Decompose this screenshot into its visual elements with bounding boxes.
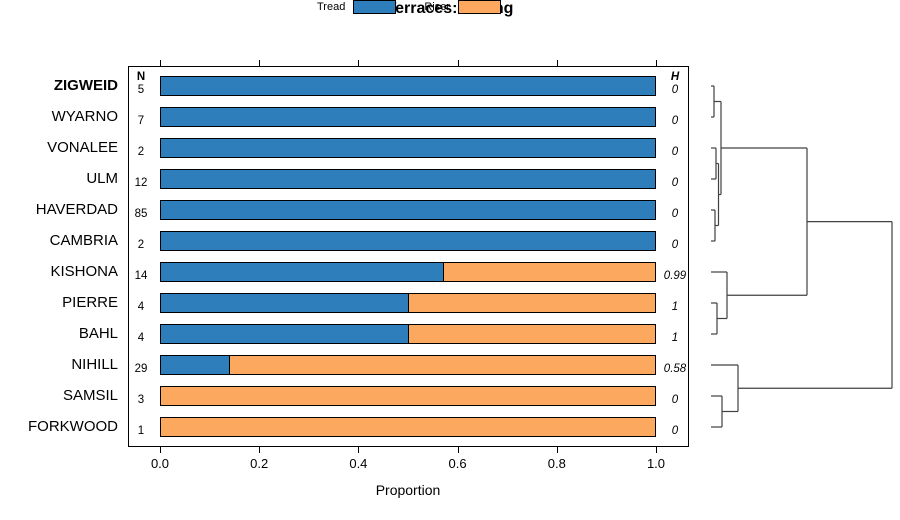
x-axis-tick	[160, 447, 161, 453]
h-value: 0	[671, 239, 679, 251]
bar	[160, 293, 656, 313]
row-label: ZIGWEID	[53, 77, 118, 94]
x-axis-tick-top	[556, 60, 558, 66]
row-label: CAMBRIA	[49, 232, 118, 249]
bar	[160, 262, 656, 282]
bar-segment-riser	[443, 263, 655, 281]
bar	[160, 138, 656, 158]
h-value: 0	[671, 146, 679, 158]
legend-label-tread: Tread	[317, 1, 346, 13]
bar-segment-tread	[161, 356, 230, 374]
bar-segment-tread	[161, 325, 408, 343]
h-value: 0	[671, 115, 679, 127]
h-value: 0	[671, 425, 679, 437]
h-value: 0	[671, 208, 679, 220]
bar	[160, 355, 656, 375]
n-value: 1	[137, 425, 145, 437]
n-value: 4	[137, 332, 145, 344]
row-label: HAVERDAD	[35, 201, 118, 218]
x-axis-tick-top	[259, 60, 261, 66]
bar-segment-tread	[161, 263, 444, 281]
row-label: BAHL	[78, 325, 118, 342]
row-label: NIHILL	[71, 356, 118, 373]
dendrogram	[711, 85, 893, 428]
x-axis-tick-top	[358, 60, 360, 66]
row-label: FORKWOOD	[28, 418, 118, 435]
n-value: 29	[134, 363, 148, 375]
x-axis-tick	[358, 447, 360, 453]
bar	[160, 76, 656, 96]
bar	[160, 324, 656, 344]
x-axis-tick-top	[160, 60, 161, 66]
h-column-header: H	[670, 71, 680, 83]
bar-segment-tread	[161, 139, 655, 157]
bar-segment-riser	[161, 387, 655, 405]
h-value: 0.99	[663, 270, 687, 282]
h-value: 1	[671, 301, 679, 313]
bar-segment-riser	[408, 325, 655, 343]
legend-swatch-tread	[353, 0, 397, 14]
h-value: 0	[671, 394, 679, 406]
x-axis-tick	[556, 447, 558, 453]
bar-segment-tread	[161, 294, 408, 312]
x-axis-tick	[457, 447, 459, 453]
bar-segment-tread	[161, 108, 655, 126]
bar	[160, 417, 656, 437]
h-value: 0.58	[663, 363, 687, 375]
legend: Tread Riser	[0, 0, 818, 14]
x-axis-tick-label: 0.4	[349, 456, 368, 471]
bar-segment-tread	[161, 170, 655, 188]
x-axis-title: Proportion	[375, 482, 441, 498]
bar-segment-tread	[161, 77, 655, 95]
bar	[160, 169, 656, 189]
row-label: WYARNO	[51, 108, 118, 125]
n-value: 7	[137, 115, 145, 127]
x-axis-tick	[259, 447, 261, 453]
n-value: 12	[134, 177, 148, 189]
x-axis-tick-label: 1.0	[646, 456, 666, 471]
bar-segment-riser	[229, 356, 655, 374]
bar-segment-tread	[161, 232, 655, 250]
x-axis-tick-label: 0.0	[150, 456, 170, 471]
x-axis-tick-label: 0.6	[448, 456, 467, 471]
h-value: 0	[671, 177, 679, 189]
x-axis-tick-top	[656, 60, 657, 66]
n-value: 5	[137, 84, 145, 96]
row-label: SAMSIL	[62, 387, 118, 404]
x-axis-tick-label: 0.8	[547, 456, 566, 471]
x-axis-tick-label: 0.2	[250, 456, 269, 471]
row-label: VONALEE	[47, 139, 118, 156]
row-label: ULM	[86, 170, 118, 187]
n-value: 85	[134, 208, 148, 220]
n-value: 4	[137, 301, 145, 313]
row-label: KISHONA	[50, 263, 118, 280]
x-axis-tick	[656, 447, 657, 453]
n-value: 2	[137, 239, 145, 251]
n-value: 14	[134, 270, 148, 282]
bar-segment-riser	[161, 418, 655, 436]
n-value: 3	[137, 394, 145, 406]
bar	[160, 107, 656, 127]
bar	[160, 386, 656, 406]
legend-swatch-riser	[458, 0, 501, 14]
n-value: 2	[137, 146, 145, 158]
row-label: PIERRE	[62, 294, 118, 311]
bar-segment-riser	[408, 294, 655, 312]
plot-area-border	[128, 66, 689, 447]
bar	[160, 200, 656, 220]
bar-segment-tread	[161, 201, 655, 219]
h-value: 1	[671, 332, 679, 344]
bar	[160, 231, 656, 251]
x-axis-tick-top	[457, 60, 459, 66]
h-value: 0	[671, 84, 679, 96]
n-column-header: N	[136, 71, 146, 83]
legend-label-riser: Riser	[424, 1, 450, 13]
